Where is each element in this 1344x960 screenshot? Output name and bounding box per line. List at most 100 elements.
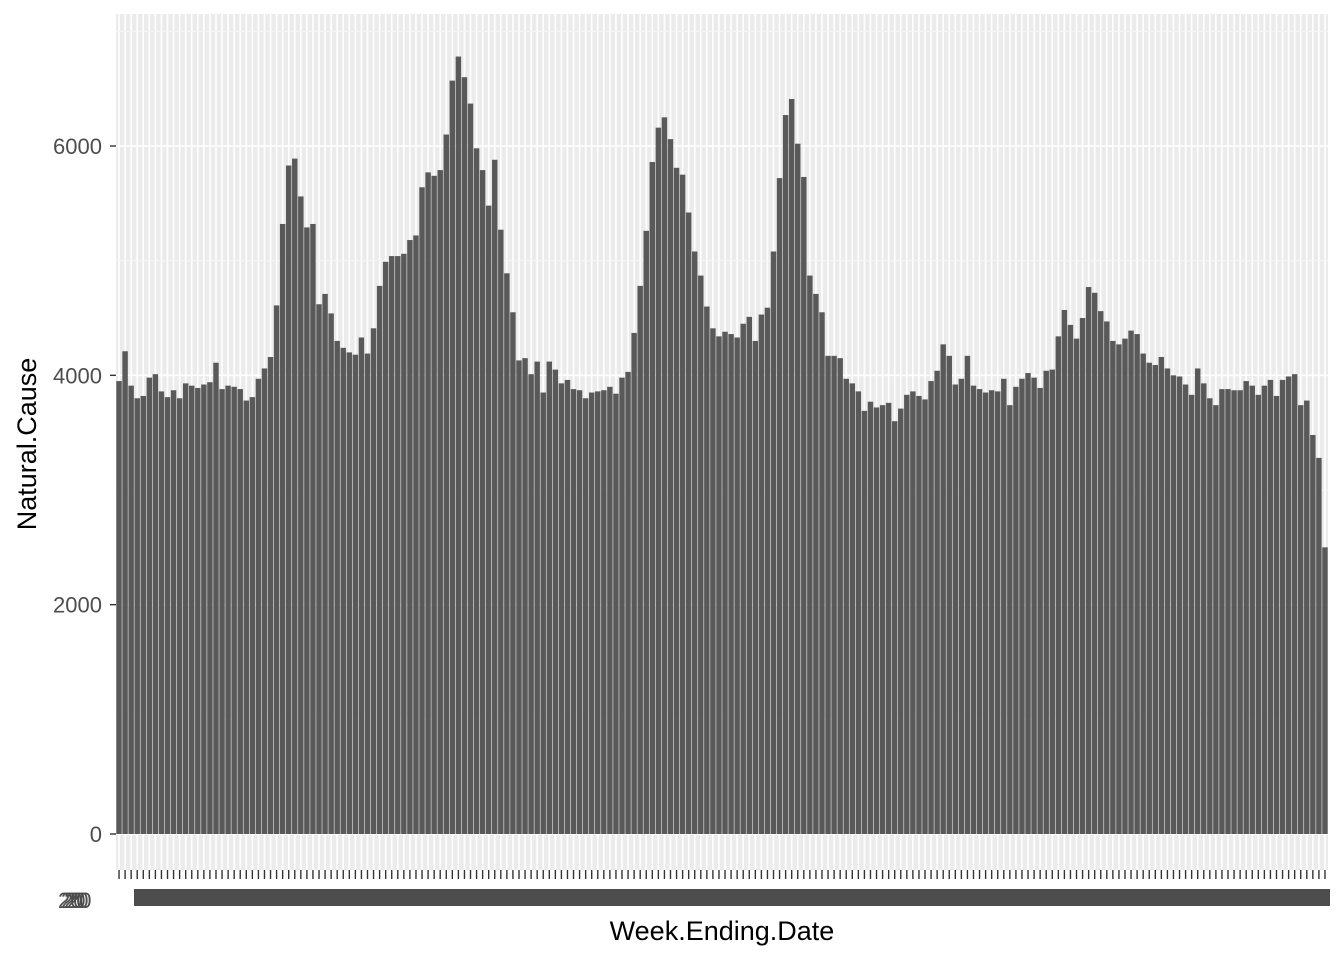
- bar: [819, 312, 825, 834]
- bar: [389, 256, 395, 835]
- y-tick-label: 0: [90, 822, 102, 847]
- bar: [207, 382, 213, 834]
- bar: [1152, 365, 1159, 834]
- bar: [534, 361, 540, 834]
- bar: [1061, 309, 1068, 835]
- bar: [134, 398, 140, 834]
- bar: [855, 391, 862, 834]
- bar: [152, 374, 159, 834]
- bar: [885, 402, 892, 834]
- bar: [582, 398, 589, 834]
- bar: [1140, 353, 1146, 834]
- y-tick-label: 6000: [53, 134, 102, 159]
- bar: [879, 405, 886, 834]
- bar: [1213, 405, 1219, 834]
- bar: [195, 387, 201, 834]
- bar: [1237, 390, 1243, 834]
- y-tick-label: 4000: [53, 363, 102, 388]
- bar: [292, 158, 298, 835]
- y-axis: 0 2000 4000 6000: [53, 134, 116, 847]
- bar: [1249, 385, 1255, 834]
- bar: [316, 304, 322, 834]
- bar: [1310, 434, 1316, 834]
- bar: [443, 134, 449, 834]
- bar: [1298, 405, 1304, 834]
- bar: [976, 389, 983, 834]
- bar: [1098, 311, 1104, 834]
- bar: [540, 392, 546, 834]
- bar: [352, 354, 359, 834]
- bar: [1207, 398, 1213, 834]
- bar: [510, 312, 516, 834]
- bar: [170, 390, 177, 834]
- bar: [225, 385, 231, 834]
- bar: [1110, 340, 1116, 834]
- bar: [273, 305, 280, 834]
- bar: [667, 139, 674, 834]
- bar: [1055, 336, 1062, 834]
- bar: [643, 230, 649, 835]
- bar: [1049, 369, 1055, 834]
- bar: [413, 235, 419, 834]
- bar: [304, 227, 310, 834]
- bar: [910, 391, 916, 834]
- bar: [1170, 375, 1177, 834]
- bar: [1188, 394, 1195, 834]
- bar: [764, 307, 771, 834]
- bar: [631, 332, 637, 834]
- bar: [570, 389, 577, 834]
- bar: [140, 395, 146, 834]
- bar: [807, 275, 813, 834]
- bar: [122, 351, 128, 834]
- bar: [867, 401, 874, 834]
- bar: [770, 251, 777, 835]
- bar: [746, 316, 752, 835]
- bar: [237, 389, 243, 834]
- bar: [601, 390, 607, 834]
- bar: [728, 334, 734, 834]
- bar: [322, 293, 328, 834]
- bar: [437, 170, 443, 834]
- bar: [825, 355, 831, 834]
- bar: [740, 323, 746, 834]
- bar: [982, 392, 989, 834]
- bar: [607, 386, 613, 834]
- bar: [698, 275, 704, 834]
- bar: [1146, 362, 1152, 834]
- bar: [1182, 384, 1189, 834]
- bar: [376, 285, 383, 834]
- bar: [928, 381, 934, 834]
- bar: [898, 408, 904, 834]
- bar: [1007, 405, 1013, 834]
- bar: [176, 398, 183, 834]
- bar: [1134, 334, 1140, 834]
- bar: [1031, 377, 1037, 834]
- bar: [1079, 318, 1086, 834]
- bar: [661, 117, 668, 834]
- bar: [516, 360, 522, 834]
- bar: [595, 391, 601, 834]
- bar: [189, 385, 195, 834]
- bar: [1255, 394, 1262, 834]
- bar: [795, 143, 801, 834]
- bar: [1128, 330, 1134, 834]
- bar: [970, 385, 977, 834]
- bar: [146, 377, 153, 834]
- bar: [655, 127, 662, 834]
- bar: [649, 162, 656, 835]
- bar: [849, 383, 856, 834]
- bar: [492, 159, 498, 834]
- bar: [1043, 370, 1049, 834]
- bar: [704, 306, 710, 834]
- bar: [625, 371, 631, 834]
- bar: [1304, 400, 1310, 834]
- bar: [479, 170, 486, 834]
- bar: [522, 358, 528, 834]
- bar: [1243, 381, 1249, 834]
- bar: [473, 148, 480, 835]
- bar: [946, 355, 952, 834]
- bar: [843, 378, 849, 834]
- bar: [1225, 389, 1231, 834]
- bar: [340, 347, 346, 834]
